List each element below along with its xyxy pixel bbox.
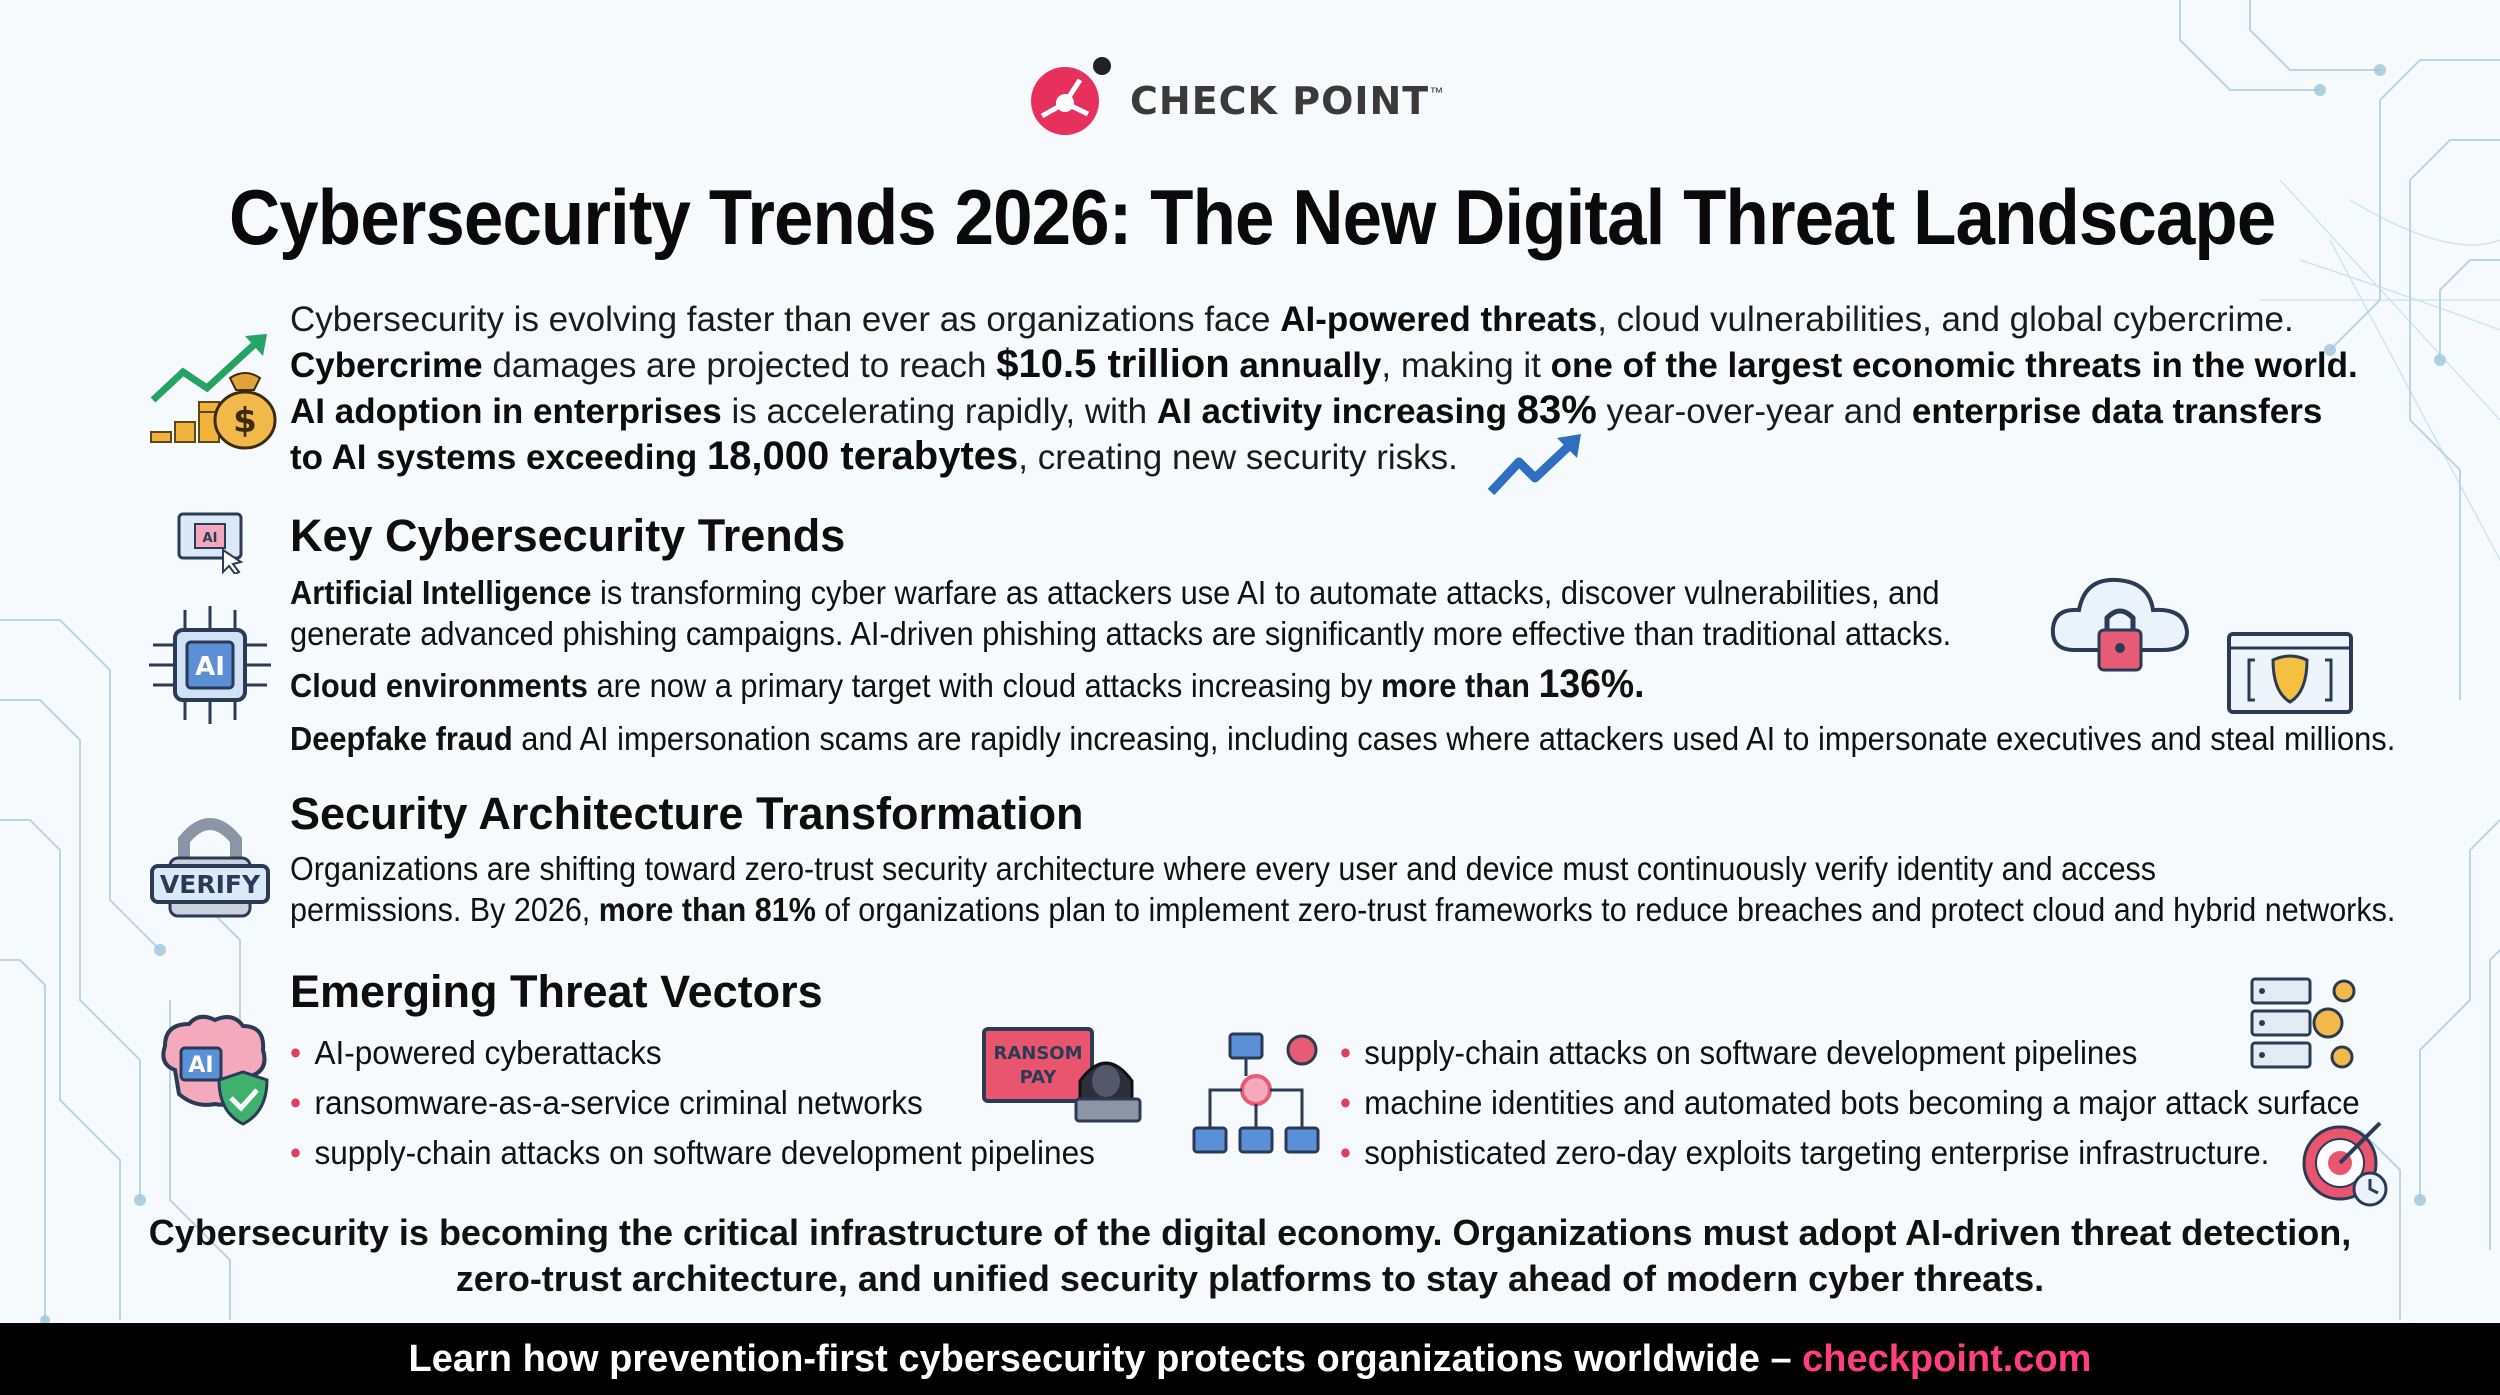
conclusion-line-2: zero-trust architecture, and unified sec… xyxy=(455,1258,2045,1299)
svg-text:AI: AI xyxy=(203,531,218,546)
trend-line-2: generate advanced phishing campaigns. AI… xyxy=(290,615,1952,652)
list-item: supply-chain attacks on software develop… xyxy=(290,1128,1094,1178)
svg-text:RANSOM: RANSOM xyxy=(993,1043,1082,1064)
intro-line-1: Cybersecurity is evolving faster than ev… xyxy=(290,300,2294,339)
trend-arrow-icon xyxy=(1487,434,1581,496)
checkpoint-logo-icon xyxy=(1031,57,1111,135)
list-item: sophisticated zero-day exploits targetin… xyxy=(1340,1128,2360,1178)
architecture-paragraph: Organizations are shifting toward zero-t… xyxy=(290,848,2500,930)
deepfake-mask-icon xyxy=(2227,632,2353,714)
server-gears-icon xyxy=(2250,977,2356,1069)
intro-line-3: AI adoption in enterprises is accelerati… xyxy=(290,388,2323,432)
svg-text:PAY: PAY xyxy=(1020,1067,1058,1088)
architecture-heading: Security Architecture Transformation xyxy=(290,788,1084,839)
trends-paragraph: Artificial Intelligence is transforming … xyxy=(290,572,2500,759)
architecture-line-1: Organizations are shifting toward zero-t… xyxy=(290,850,2157,887)
supply-chain-network-icon xyxy=(1192,1032,1320,1154)
footer-link[interactable]: checkpoint.com xyxy=(1802,1338,2092,1380)
list-item: ransomware-as-a-service criminal network… xyxy=(290,1078,1095,1128)
svg-text:AI: AI xyxy=(195,652,225,682)
list-item: machine identities and automated bots be… xyxy=(1340,1078,2359,1128)
ransomware-hacker-icon: RANSOM PAY xyxy=(982,1027,1142,1123)
padlock-verify-icon: VERIFY xyxy=(150,818,270,918)
ai-brain-shield-icon: AI xyxy=(161,1014,269,1126)
footer-text: Learn how prevention-first cybersecurity… xyxy=(408,1338,1803,1380)
trends-heading: Key Cybersecurity Trends xyxy=(290,510,846,561)
target-clock-icon xyxy=(2302,1121,2388,1207)
brand-logo[interactable]: CHECK POINT ™ xyxy=(1028,56,1443,146)
svg-text:AI: AI xyxy=(188,1053,213,1078)
vectors-left-list: AI-powered cyberattacks ransomware-as-a-… xyxy=(290,1028,1095,1178)
money-bag-icon: $ xyxy=(213,372,277,450)
trend-line-1: Artificial Intelligence is transforming … xyxy=(290,574,1940,611)
list-item: AI-powered cyberattacks xyxy=(290,1028,1095,1078)
brand-name: CHECK POINT xyxy=(1130,79,1430,123)
vectors-heading: Emerging Threat Vectors xyxy=(290,966,823,1017)
architecture-line-2: permissions. By 2026, more than 81% of o… xyxy=(290,891,2396,928)
intro-line-4: to AI systems exceeding 18,000 terabytes… xyxy=(290,434,1458,478)
footer-bar: Learn how prevention-first cybersecurity… xyxy=(0,1323,2500,1395)
page-title: Cybersecurity Trends 2026: The New Digit… xyxy=(229,173,2276,261)
trend-line-4: Deepfake fraud and AI impersonation scam… xyxy=(290,720,2396,757)
svg-text:$: $ xyxy=(233,401,257,441)
conclusion: Cybersecurity is becoming the critical i… xyxy=(0,1210,2500,1302)
svg-text:VERIFY: VERIFY xyxy=(160,870,261,899)
ai-chip-icon: AI xyxy=(149,606,271,724)
brand-trademark: ™ xyxy=(1429,84,1444,100)
intro-paragraph: Cybersecurity is evolving faster than ev… xyxy=(290,298,2358,480)
conclusion-line-1: Cybersecurity is becoming the critical i… xyxy=(148,1212,2352,1253)
intro-line-2: Cybercrime damages are projected to reac… xyxy=(290,342,2358,386)
trend-line-3: Cloud environments are now a primary tar… xyxy=(290,662,1645,706)
list-item: supply-chain attacks on software develop… xyxy=(1340,1028,2360,1078)
ai-screen-icon: AI xyxy=(177,512,244,574)
vectors-right-list: supply-chain attacks on software develop… xyxy=(1340,1028,2360,1178)
cloud-lock-icon xyxy=(2050,577,2190,672)
growth-chart-icon xyxy=(150,334,267,443)
